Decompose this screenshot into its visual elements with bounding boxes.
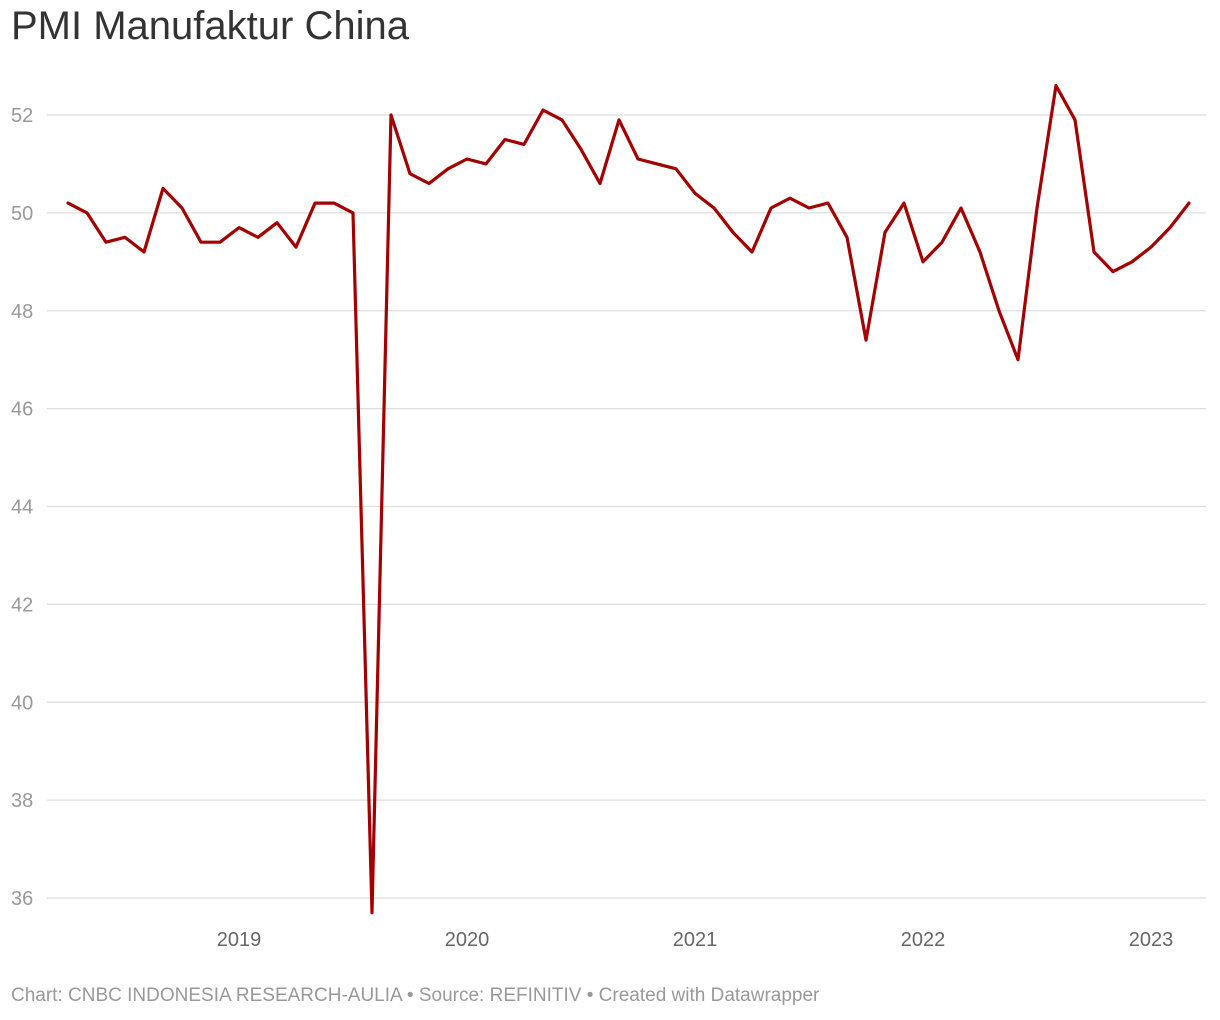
x-tick-label: 2019 xyxy=(217,929,262,951)
y-tick-label: 42 xyxy=(11,594,33,616)
y-tick-label: 46 xyxy=(11,399,33,421)
chart-title: PMI Manufaktur China xyxy=(11,4,409,48)
line-chart: 36 38 40 42 44 46 48 50 52 2019 2020 2021 2022 2023 xyxy=(11,83,1206,951)
x-axis-ticks: 2019 2020 2021 2022 2023 xyxy=(217,929,1174,951)
y-tick-label: 44 xyxy=(11,497,33,519)
y-tick-label: 50 xyxy=(11,203,33,225)
chart-footer: Chart: CNBC INDONESIA RESEARCH-AULIA • S… xyxy=(11,985,820,1006)
y-tick-label: 40 xyxy=(11,692,33,714)
y-tick-label: 52 xyxy=(11,105,33,127)
y-tick-label: 36 xyxy=(11,888,33,910)
series-layer xyxy=(66,83,1191,915)
x-tick-label: 2021 xyxy=(673,929,718,951)
y-tick-label: 48 xyxy=(11,301,33,323)
x-tick-label: 2020 xyxy=(445,929,490,951)
x-tick-label: 2023 xyxy=(1129,929,1174,951)
x-tick-label: 2022 xyxy=(901,929,946,951)
series-line-0 xyxy=(66,83,1191,915)
gridlines xyxy=(47,114,1206,899)
y-tick-label: 38 xyxy=(11,790,33,812)
y-axis-ticks: 36 38 40 42 44 46 48 50 52 xyxy=(11,105,33,910)
